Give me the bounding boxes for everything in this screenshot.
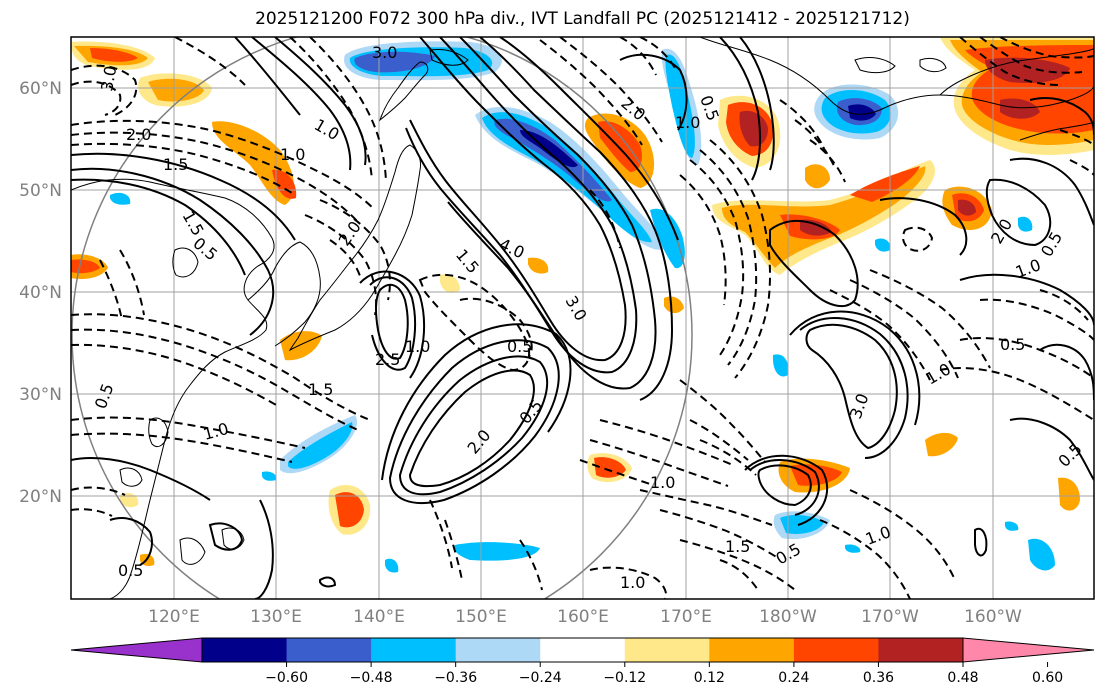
colorbar-segment <box>202 638 288 662</box>
contour-label: 0.5 <box>1037 228 1066 260</box>
colorbar-tick-label: 0.12 <box>694 670 725 686</box>
contour-label: 0.5 <box>1054 439 1085 470</box>
contour-label: 0.5 <box>118 561 143 580</box>
lon-label-180w: 180°W <box>759 607 817 627</box>
colorbar-tick-label: 0.48 <box>947 670 978 686</box>
contour-label: 2.5 <box>375 350 400 369</box>
lon-label-170e: 170°E <box>660 607 712 627</box>
lon-label-160w: 160°W <box>964 607 1022 627</box>
contour-label: 1.5 <box>452 245 483 277</box>
colorbar-segment <box>540 638 626 662</box>
contour-label: 2.0 <box>335 218 365 250</box>
contour-label: 1.0 <box>923 359 955 388</box>
lon-label-150e: 150°E <box>455 607 507 627</box>
contour-label: 1.0 <box>1013 255 1043 282</box>
lat-label-50n: 50°N <box>19 181 62 201</box>
colorbar-segment <box>286 638 372 662</box>
colorbar-tick-label: 0.24 <box>778 670 809 686</box>
contour-label: 1.0 <box>650 473 675 492</box>
lat-label-60n: 60°N <box>19 79 62 99</box>
latitude-axis: 60°N 50°N 40°N 30°N 20°N <box>19 79 62 507</box>
contour-label: 0.5 <box>189 234 221 265</box>
colorbar-segment <box>624 638 710 662</box>
contour-label: 2.0 <box>987 215 1016 247</box>
colorbar-segment <box>793 638 879 662</box>
contour-label: 0.5 <box>516 396 547 428</box>
contour-label: 0.5 <box>507 337 532 356</box>
dashed-contours <box>71 37 1094 599</box>
longitude-axis: 120°E 130°E 140°E 150°E 160°E 170°E 180°… <box>148 607 1022 627</box>
contour-label: 1.0 <box>620 573 645 592</box>
contour-label: 1.0 <box>311 115 343 144</box>
colorbar-tick-label: 0.36 <box>863 670 894 686</box>
contour-label: 3.0 <box>846 391 873 421</box>
range-circle <box>71 37 693 599</box>
contour-label: 0.5 <box>1000 335 1025 354</box>
colorbar-tick-label: −0.60 <box>265 670 308 686</box>
contour-label: 1.0 <box>675 113 700 132</box>
contour-label: 3.0 <box>97 64 120 92</box>
contour-label: 1.0 <box>863 522 893 549</box>
coastlines <box>71 37 1094 599</box>
colorbar-segment <box>709 638 795 662</box>
colorbar-tick-label: −0.12 <box>603 670 646 686</box>
contour-label: 1.5 <box>725 537 750 556</box>
lon-label-170w: 170°W <box>861 607 919 627</box>
lon-label-160e: 160°E <box>557 607 609 627</box>
contour-label: 3.0 <box>562 293 591 325</box>
contour-label: 4.0 <box>496 234 527 262</box>
colorbar-segment <box>455 638 541 662</box>
contour-label: 2.0 <box>464 426 495 458</box>
colorbar: −0.60 −0.48 −0.36 −0.24 −0.12 0.12 0.24 0.36 0.4… <box>70 637 1095 686</box>
contour-label: 1.5 <box>163 155 188 174</box>
colorbar-tick-label: −0.36 <box>434 670 477 686</box>
colorbar-tick-label: −0.48 <box>350 670 393 686</box>
colorbar-extend-high <box>962 637 1095 663</box>
contour-label: 0.5 <box>91 381 118 411</box>
map-title: 2025121200 F072 300 hPa div., IVT Landfa… <box>255 9 910 29</box>
lat-label-20n: 20°N <box>19 487 62 507</box>
map-frame <box>70 36 1095 600</box>
contour-label: 0.5 <box>773 539 805 568</box>
contour-label: 1.0 <box>405 337 430 356</box>
lon-label-120e: 120°E <box>148 607 200 627</box>
lat-label-40n: 40°N <box>19 283 62 303</box>
colorbar-tick-label: 0.60 <box>1032 670 1063 686</box>
positive-anomalies <box>71 37 1094 567</box>
contour-label: 1.5 <box>308 380 333 399</box>
colorbar-outline <box>201 637 964 663</box>
colorbar-segment <box>371 638 457 662</box>
colorbar-tick-label: −0.24 <box>519 670 562 686</box>
colorbar-extend-low <box>70 637 203 663</box>
contour-label: 3.0 <box>372 43 397 62</box>
lat-label-30n: 30°N <box>19 385 62 405</box>
lon-label-140e: 140°E <box>353 607 405 627</box>
lon-label-130e: 130°E <box>250 607 302 627</box>
contour-label: 2.0 <box>126 125 151 144</box>
contour-label: 1.0 <box>280 145 305 164</box>
contour-label: 1.0 <box>201 419 231 444</box>
colorbar-segment <box>878 638 964 662</box>
